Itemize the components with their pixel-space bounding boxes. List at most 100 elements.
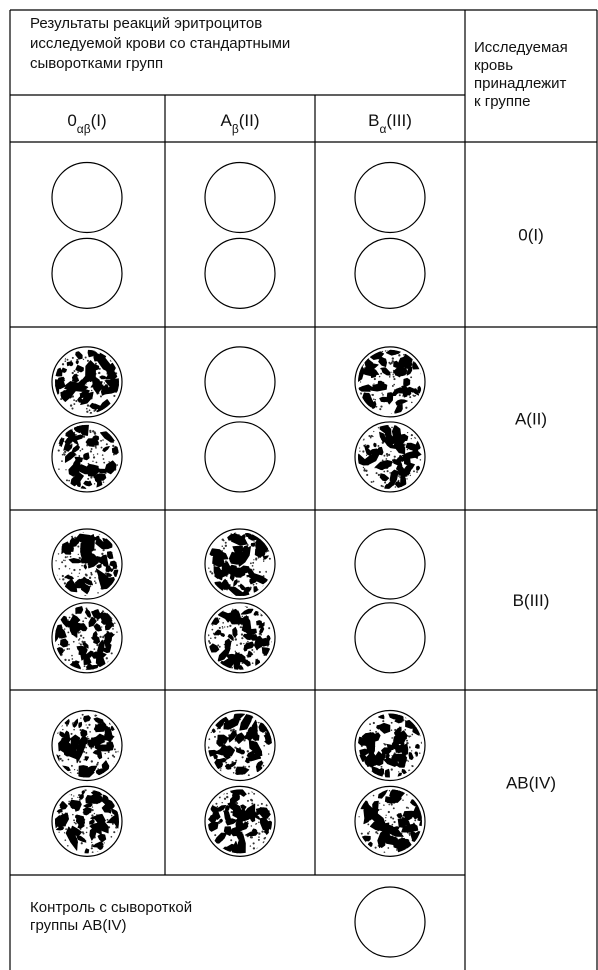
speck	[115, 751, 117, 753]
header-text: Исследуемая	[474, 39, 568, 56]
speck	[73, 821, 76, 824]
speck	[71, 654, 73, 657]
speck	[96, 763, 99, 766]
clump	[93, 623, 102, 632]
clump	[371, 400, 377, 409]
speck	[268, 627, 271, 630]
clump	[76, 835, 87, 843]
sample-drop	[51, 421, 123, 493]
sample-drop	[354, 161, 426, 234]
sample-drop	[51, 161, 123, 234]
speck	[63, 452, 65, 454]
clump	[102, 445, 110, 453]
speck	[408, 353, 410, 356]
speck	[91, 844, 94, 847]
speck	[368, 831, 371, 833]
speck	[260, 611, 263, 614]
speck	[406, 793, 408, 796]
clump	[94, 813, 106, 825]
speck	[235, 852, 238, 854]
speck	[64, 839, 67, 841]
speck	[78, 760, 82, 763]
clump	[370, 371, 377, 377]
column-header-sub: α	[379, 122, 386, 136]
speck	[111, 754, 114, 757]
speck	[243, 643, 245, 645]
speck	[90, 847, 93, 850]
speck	[60, 724, 63, 727]
agglutination	[208, 713, 272, 778]
speck	[112, 453, 115, 456]
clump	[236, 546, 252, 567]
speck	[384, 488, 387, 489]
speck	[365, 404, 367, 406]
sample-drop	[51, 237, 123, 309]
speck	[105, 657, 108, 660]
clump	[365, 751, 380, 768]
speck	[68, 800, 70, 803]
clump	[235, 766, 250, 775]
clump	[412, 388, 420, 396]
clump	[83, 802, 93, 808]
speck	[225, 761, 228, 764]
clump	[232, 626, 238, 638]
speck	[222, 609, 224, 612]
clump	[93, 636, 101, 645]
speck	[373, 430, 375, 433]
speck	[86, 404, 90, 407]
speck	[356, 458, 357, 459]
speck	[86, 410, 89, 413]
speck	[255, 558, 258, 561]
speck	[241, 615, 244, 618]
speck	[260, 802, 263, 805]
clump	[84, 756, 90, 762]
speck	[369, 729, 372, 732]
clump	[396, 763, 406, 768]
clump	[377, 789, 388, 799]
speck	[387, 810, 390, 814]
speck	[85, 383, 87, 385]
speck	[380, 765, 383, 768]
speck	[72, 722, 74, 724]
clump	[377, 768, 385, 775]
clump	[75, 578, 87, 589]
speck	[81, 564, 83, 567]
sample-drop	[51, 528, 123, 600]
speck	[212, 624, 214, 626]
speck	[67, 619, 69, 621]
speck	[64, 450, 67, 454]
clump	[87, 739, 95, 748]
clump	[359, 748, 369, 757]
group-label: B(III)	[513, 591, 550, 610]
speck	[64, 355, 66, 358]
clump	[74, 800, 82, 812]
clump	[258, 549, 266, 557]
clump	[236, 833, 246, 854]
sample-drop	[354, 421, 426, 493]
speck	[73, 425, 75, 428]
speck	[69, 772, 72, 775]
speck	[106, 482, 109, 485]
clump	[92, 749, 102, 756]
speck	[362, 450, 365, 453]
speck	[409, 746, 411, 748]
speck	[388, 789, 391, 792]
speck	[208, 738, 211, 741]
clump	[367, 841, 373, 849]
clump	[243, 641, 255, 650]
speck	[243, 739, 246, 742]
speck	[258, 721, 260, 724]
speck	[86, 359, 89, 362]
speck	[78, 556, 81, 560]
speck	[393, 455, 396, 458]
speck	[76, 769, 79, 771]
clump	[59, 742, 80, 761]
speck	[92, 789, 95, 791]
speck	[97, 592, 99, 594]
clump	[412, 726, 421, 736]
speck	[393, 378, 396, 381]
drop-outline	[51, 528, 123, 600]
speck	[114, 761, 116, 763]
clump	[404, 462, 415, 473]
clump	[242, 623, 250, 630]
